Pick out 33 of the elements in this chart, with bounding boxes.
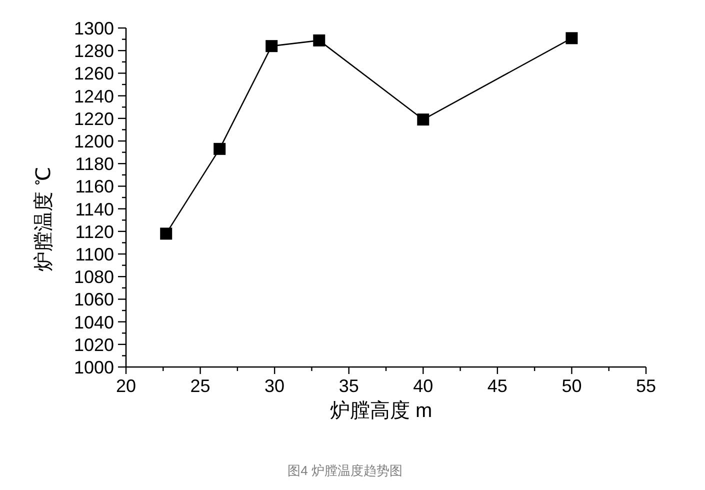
point — [566, 32, 578, 44]
y-tick-label: 1240 — [74, 86, 114, 106]
x-tick-label: 35 — [338, 376, 359, 396]
y-tick-label: 1280 — [74, 41, 114, 62]
y-axis-title: 炉膛温度 ℃ — [33, 168, 55, 272]
x-tick-label: 50 — [562, 376, 582, 396]
x-tick-label: 30 — [264, 376, 285, 396]
point — [214, 142, 226, 155]
y-tick-label: 1120 — [75, 222, 114, 242]
caption: 图4 炉膛温度趋势图 — [288, 463, 402, 478]
y-tick-label: 1180 — [75, 154, 114, 174]
y-tick-label: 1000 — [74, 358, 114, 378]
x-tick-label: 20 — [116, 376, 136, 396]
y-tick-label: 1260 — [74, 64, 114, 84]
x-tick-label: 55 — [636, 376, 656, 396]
point — [160, 228, 172, 240]
y-tick-label: 1040 — [74, 312, 114, 332]
y-tick-label: 1200 — [74, 132, 114, 152]
point — [417, 114, 430, 126]
x-tick-label: 25 — [190, 376, 210, 396]
y-tick-label: 1020 — [74, 334, 114, 355]
x-tick-label: 40 — [413, 376, 434, 396]
x-tick-label: 45 — [487, 376, 508, 396]
y-tick-label: 1160 — [75, 176, 114, 197]
y-tick-label: 1220 — [74, 108, 114, 129]
y-tick-label: 1100 — [75, 244, 114, 264]
point — [313, 34, 326, 46]
y-tick-label: 1140 — [75, 199, 114, 220]
x-axis-title: 炉膛高度 m — [330, 399, 432, 422]
y-tick-label: 1300 — [74, 18, 114, 38]
y-tick-label: 1060 — [74, 290, 114, 310]
y-tick-label: 1080 — [74, 267, 114, 288]
point — [266, 40, 278, 52]
